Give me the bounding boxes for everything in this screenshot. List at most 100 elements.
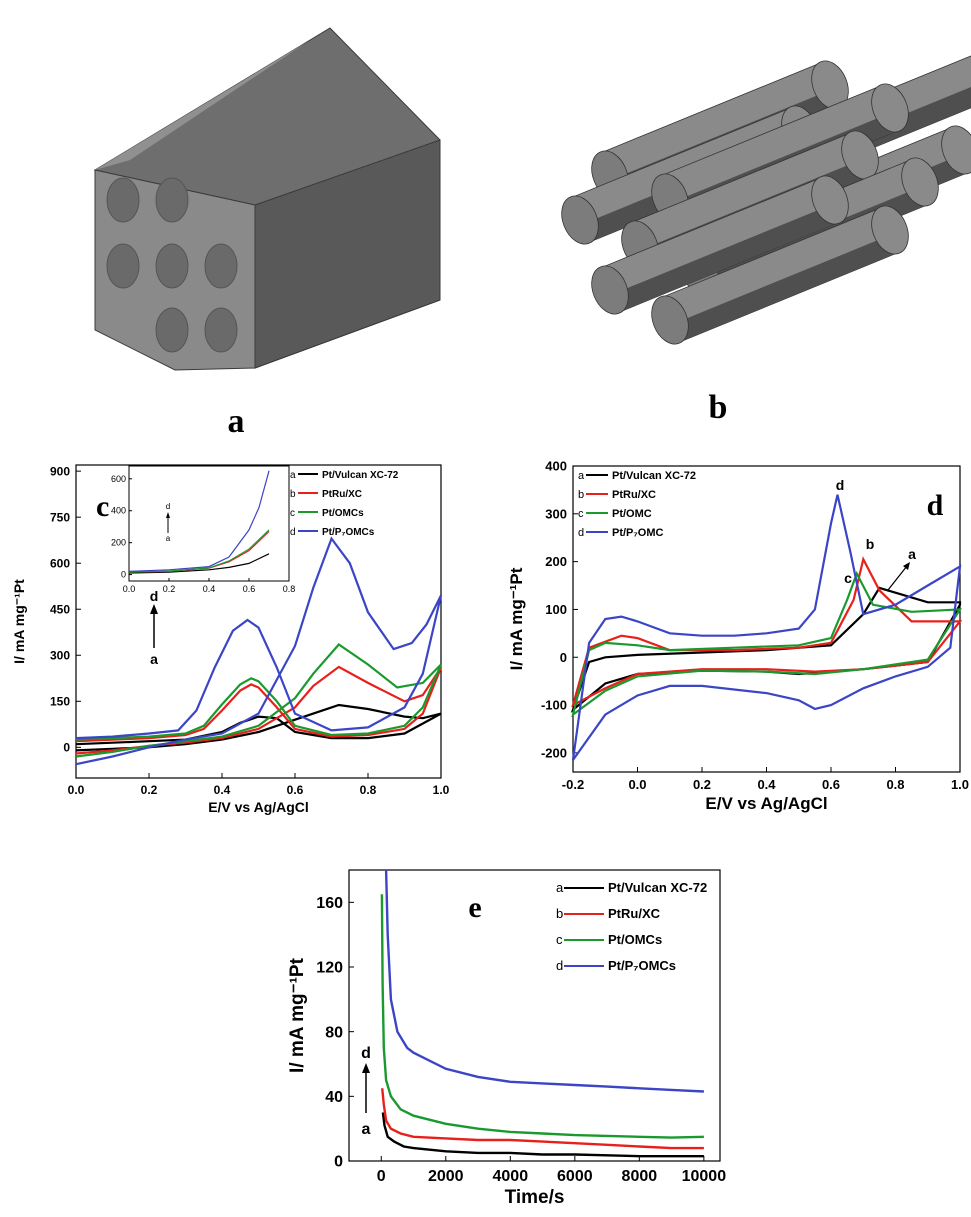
x-tick-label: 6000 [557, 1168, 593, 1185]
peak-label-d: d [836, 477, 845, 493]
schematic-a-hexagonal-prism: a [93, 27, 441, 440]
x-tick-label: 0 [377, 1168, 386, 1185]
x-tick-label: 1.0 [433, 783, 450, 797]
y-tick-label: 0 [334, 1154, 343, 1171]
peak-label-a: a [908, 546, 916, 562]
rod-back-cap [901, 157, 939, 207]
x-tick-label: 0.2 [693, 777, 711, 792]
y-axis-label: I/ mA mg⁻¹Pt [507, 567, 526, 670]
y-tick-label: -100 [541, 698, 567, 713]
inset-annotation-bottom: a [166, 534, 171, 543]
annotation-label-top: d [150, 588, 159, 604]
x-axis-label: Time/s [505, 1187, 565, 1208]
legend-letter: c [556, 932, 563, 947]
legend-entry: Pt/OMC [612, 508, 652, 520]
rod-back-cap [871, 205, 909, 255]
legend-entry: Pt/OMCs [322, 508, 364, 519]
x-tick-label: 0.0 [68, 783, 85, 797]
legend-letter: d [578, 527, 584, 539]
inset-series-line [128, 529, 270, 573]
legend-letter: b [556, 906, 563, 921]
inset-y-tick-label: 400 [111, 506, 126, 516]
y-tick-label: 120 [316, 960, 343, 977]
x-tick-label: 0.6 [822, 777, 840, 792]
legend-letter: a [290, 470, 296, 481]
y-tick-label: 200 [545, 554, 567, 569]
chart-d: -0.2 0.0 0.2 0.4 0.6 0.8 1.0 -200 -100 0 100 200 300… [507, 459, 969, 813]
x-tick-label: 0.8 [360, 783, 377, 797]
series-line-b [75, 665, 443, 755]
channel-hole [204, 307, 238, 353]
annotation-arrowhead [150, 604, 158, 614]
x-tick-label: 0.0 [628, 777, 646, 792]
inset-x-tick-label: 0.8 [283, 584, 296, 594]
y-tick-label: 80 [325, 1024, 343, 1041]
y-tick-label: 160 [316, 895, 343, 912]
series-line-c [75, 643, 443, 758]
panel-label-d: d [927, 489, 944, 522]
x-axis-label: E/V vs Ag/AgCl [208, 799, 309, 815]
rod-shadow [611, 204, 840, 313]
chart-e: 0 2000 4000 6000 8000 10000 0 40 80 120 160 Time/s I… [287, 869, 727, 1208]
series-line-b [381, 1088, 704, 1150]
legend-letter: a [578, 470, 585, 482]
annotation-label-bottom: a [362, 1121, 371, 1138]
peak-label-b: b [866, 536, 875, 552]
y-tick-label: 450 [50, 602, 70, 616]
channel-hole [106, 177, 140, 223]
annotation-label-bottom: a [150, 651, 158, 667]
y-tick-label: 400 [545, 459, 567, 474]
channel-hole [155, 177, 189, 223]
x-tick-label: 0.4 [214, 783, 231, 797]
x-tick-label: 2000 [428, 1168, 464, 1185]
channel-hole [155, 307, 189, 353]
legend-letter: c [578, 508, 584, 520]
legend-entry: PtRu/XC [612, 489, 656, 501]
prism-top-highlight [95, 28, 330, 170]
x-axis-label: E/V vs Ag/AgCl [705, 794, 827, 813]
legend-letter: d [556, 958, 563, 973]
inset-frame [128, 465, 290, 582]
series-line-b [571, 556, 963, 708]
legend-entry: Pt/Vulcan XC-72 [608, 880, 707, 895]
y-tick-label: 0 [63, 741, 70, 755]
legend-entry: Pt/OMCs [608, 932, 662, 947]
series-line-a [381, 1112, 704, 1158]
legend-entry: PtRu/XC [322, 489, 362, 500]
channel-hole [106, 243, 140, 289]
rod-front-cap [591, 265, 629, 315]
legend-letter: b [290, 489, 296, 500]
inset-annotation-top: d [166, 502, 170, 511]
plot-frame [348, 869, 721, 1162]
legend-entry: Pt/Vulcan XC-72 [322, 470, 399, 481]
series-line-c [380, 894, 704, 1139]
panel-label-c: c [96, 490, 109, 523]
x-tick-label: 10000 [682, 1168, 727, 1185]
channel-hole [155, 243, 189, 289]
inset-y-tick-label: 200 [111, 538, 126, 548]
inset-y-tick-label: 0 [121, 570, 126, 580]
y-tick-label: 100 [545, 602, 567, 617]
panel-label-e: e [468, 891, 481, 924]
rod-shadow [671, 234, 900, 343]
y-tick-label: 0 [560, 650, 567, 665]
legend-letter: b [578, 489, 584, 501]
y-axis-label: I/ mA mg⁻¹Pt [11, 579, 27, 664]
inset-x-tick-label: 0.4 [203, 584, 216, 594]
x-tick-label: 4000 [493, 1168, 529, 1185]
legend-entry: Pt/P₇OMC [612, 527, 664, 539]
inset-x-tick-label: 0.2 [163, 584, 176, 594]
series-line-d [384, 870, 704, 1093]
panel-label-b: b [709, 389, 728, 426]
x-tick-label: 1.0 [951, 777, 969, 792]
rod-front-cap [561, 195, 599, 245]
inset-series-line [128, 553, 270, 574]
rod-back-cap [811, 175, 849, 225]
annotation-label-top: d [361, 1045, 371, 1062]
chart-c: 0.0 0.2 0.4 0.6 0.8 1.0 0 150 300 450 600 750 900 E/V… [11, 464, 450, 815]
series-line-a [75, 703, 442, 752]
y-tick-label: 150 [50, 694, 70, 708]
series-line-d [75, 536, 443, 766]
y-tick-label: 300 [545, 506, 567, 521]
x-tick-label: 0.8 [886, 777, 904, 792]
